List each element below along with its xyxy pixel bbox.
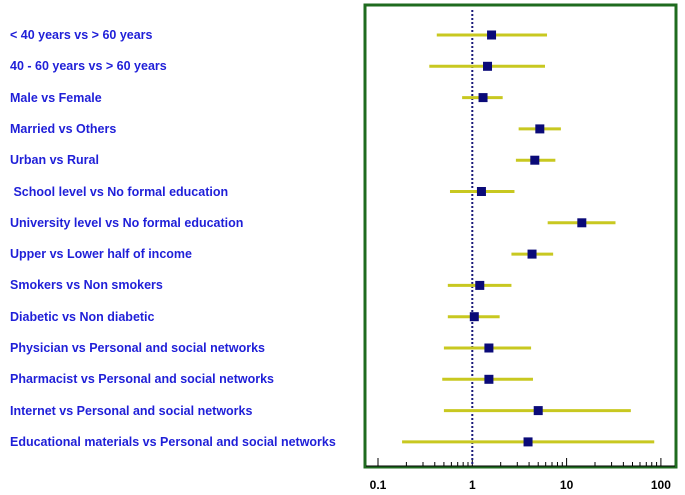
- row-label: 40 - 60 years vs > 60 years: [10, 59, 167, 74]
- x-tick-label: 100: [651, 478, 671, 492]
- estimate-marker: [523, 437, 533, 447]
- estimate-marker: [533, 406, 543, 416]
- row-label: Upper vs Lower half of income: [10, 247, 192, 262]
- estimate-marker: [476, 187, 486, 196]
- row-label: Internet vs Personal and social networks: [10, 403, 253, 418]
- row-label: Married vs Others: [10, 121, 117, 136]
- estimate-marker: [484, 343, 494, 353]
- estimate-marker: [483, 61, 493, 71]
- row-label: Educational materials vs Personal and so…: [10, 434, 336, 449]
- row-label: Urban vs Rural: [10, 153, 99, 168]
- estimate-marker: [530, 155, 540, 165]
- row-label: Diabetic vs Non diabetic: [10, 309, 155, 324]
- x-tick-label: 0.1: [370, 478, 387, 492]
- row-label: Smokers vs Non smokers: [10, 278, 163, 293]
- estimate-marker: [484, 374, 494, 384]
- estimate-marker: [469, 312, 479, 322]
- row-label: School level vs No formal education: [10, 184, 229, 199]
- row-label: < 40 years vs > 60 years: [10, 28, 153, 42]
- x-axis-tick-labels: 0.1 1 10 100: [370, 478, 672, 492]
- row-label: Physician vs Personal and social network…: [10, 341, 265, 355]
- plot-frame: [363, 3, 678, 469]
- estimates: [402, 30, 655, 447]
- row-label: Pharmacist vs Personal and social networ…: [10, 372, 275, 387]
- estimate-marker: [577, 218, 587, 228]
- estimate-marker: [478, 93, 488, 103]
- row-label: Male vs Female: [10, 90, 102, 105]
- estimate-marker: [487, 30, 497, 40]
- estimate-marker: [535, 124, 545, 134]
- estimate-marker: [527, 249, 537, 259]
- x-tick-label: 1: [469, 478, 476, 492]
- row-label: University level vs No formal education: [10, 215, 244, 230]
- estimate-marker: [475, 280, 485, 290]
- x-axis-ticks: [377, 458, 662, 466]
- x-tick-label: 10: [560, 478, 574, 492]
